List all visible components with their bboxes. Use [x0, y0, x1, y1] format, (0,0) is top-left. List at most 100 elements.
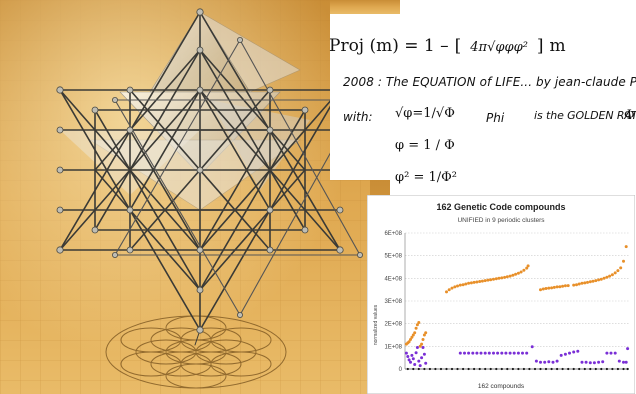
- formula-sqrt-phi: √φ=1/√Φ: [395, 106, 455, 121]
- data-point: [597, 360, 601, 364]
- data-point: [453, 285, 457, 289]
- data-point: [561, 367, 564, 371]
- data-point: [414, 326, 418, 330]
- data-point: [517, 367, 520, 371]
- chart-title: 162 Genetic Code compounds: [436, 202, 565, 212]
- data-point: [407, 340, 411, 344]
- data-point: [458, 351, 462, 355]
- data-point: [583, 367, 586, 371]
- data-point: [543, 360, 547, 364]
- y-tick-label: 2E+08: [384, 322, 402, 328]
- data-point: [410, 335, 414, 339]
- data-point: [526, 264, 530, 268]
- data-point: [407, 358, 411, 362]
- phi-symbol: Φ: [624, 108, 635, 123]
- golden-ratio-description: is the GOLDEN RATIO: [534, 109, 636, 122]
- data-point: [487, 351, 491, 355]
- data-point: [496, 351, 500, 355]
- flower-of-life-shadow: [105, 315, 287, 389]
- data-point: [599, 277, 603, 281]
- data-point: [505, 275, 509, 279]
- bracket-close: ]: [536, 36, 544, 56]
- data-point: [500, 367, 503, 371]
- data-point: [522, 268, 526, 272]
- data-point: [475, 351, 479, 355]
- data-point: [528, 367, 531, 371]
- data-point: [421, 346, 425, 349]
- data-point: [556, 367, 559, 371]
- data-point: [512, 351, 516, 355]
- data-point: [464, 282, 468, 286]
- data-point: [626, 367, 629, 371]
- data-point: [414, 351, 418, 355]
- data-point: [483, 351, 487, 355]
- data-point: [486, 278, 490, 282]
- x-axis-label: 162 compounds: [478, 383, 525, 390]
- data-point: [467, 351, 471, 355]
- bracket-expression: 4π√φφφ²: [470, 40, 528, 55]
- data-point: [422, 333, 426, 337]
- data-point: [450, 367, 454, 371]
- data-point: [605, 351, 609, 355]
- data-point: [613, 351, 617, 355]
- data-point: [622, 360, 625, 364]
- data-point: [500, 276, 504, 280]
- data-point: [626, 347, 630, 351]
- data-point: [601, 360, 605, 364]
- data-point: [478, 367, 481, 371]
- data-point: [467, 281, 471, 285]
- data-point: [415, 323, 419, 327]
- orange-series: [404, 245, 628, 348]
- data-point: [494, 277, 498, 281]
- data-point: [456, 367, 459, 371]
- data-point: [619, 266, 623, 270]
- y-tick-labels: 0 1E+08 2E+08 3E+08 4E+08 5E+08 6E+08: [384, 231, 402, 373]
- data-point: [550, 286, 554, 290]
- genetic-code-scatter-chart: 162 Genetic Code compounds UNIFIED in 9 …: [367, 195, 635, 394]
- data-point: [563, 284, 567, 288]
- data-point: [522, 367, 525, 371]
- data-point: [445, 290, 448, 294]
- data-point: [508, 351, 512, 355]
- data-point: [469, 281, 473, 285]
- phi-label: Phi: [486, 111, 505, 125]
- data-point: [495, 367, 498, 371]
- data-point: [605, 275, 609, 279]
- data-point: [424, 331, 428, 335]
- data-point: [413, 331, 417, 335]
- data-point: [473, 367, 476, 371]
- data-point: [420, 342, 424, 346]
- data-point: [511, 273, 515, 277]
- y-tick-label: 3E+08: [384, 299, 402, 305]
- data-point: [611, 367, 614, 371]
- data-point: [492, 351, 495, 355]
- data-point: [616, 269, 620, 273]
- data-point: [525, 351, 529, 355]
- data-point: [434, 367, 437, 371]
- data-point: [551, 360, 555, 364]
- data-point: [566, 284, 570, 288]
- equation-suffix: m: [549, 36, 566, 56]
- data-point: [580, 281, 584, 285]
- data-point: [539, 360, 542, 364]
- data-point: [503, 275, 507, 279]
- data-point: [584, 360, 588, 364]
- y-tick-label: 0: [399, 367, 403, 373]
- data-point: [417, 367, 420, 371]
- data-point: [406, 367, 409, 371]
- data-point: [412, 367, 415, 371]
- data-point: [552, 285, 556, 289]
- data-point: [539, 367, 542, 371]
- data-point: [602, 276, 606, 280]
- data-point: [572, 283, 576, 287]
- data-point: [404, 351, 408, 355]
- data-point: [411, 357, 415, 361]
- data-point: [588, 361, 592, 365]
- data-point: [586, 280, 589, 284]
- data-point: [508, 274, 512, 278]
- chart-marks: [404, 245, 630, 371]
- data-point: [578, 367, 581, 371]
- data-point: [497, 276, 501, 280]
- data-point: [580, 360, 584, 364]
